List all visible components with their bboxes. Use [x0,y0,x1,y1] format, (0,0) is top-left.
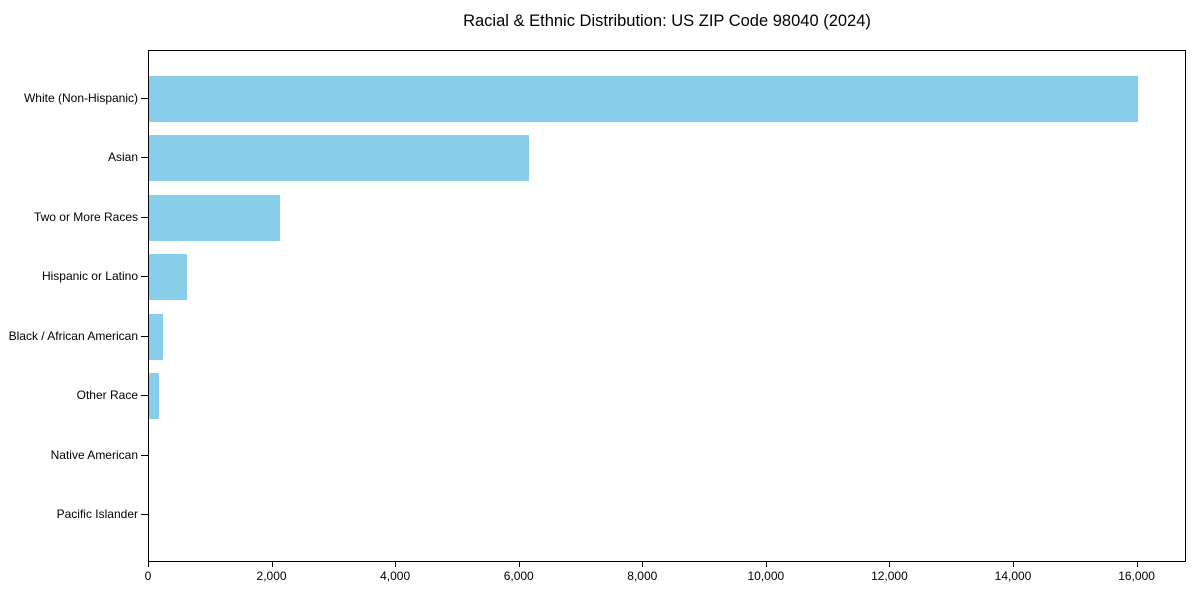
x-axis-tick-label: 0 [144,569,152,583]
y-axis-tick [141,336,148,337]
y-axis-tick [141,157,148,158]
bar-black-african-american [149,313,163,360]
bar-white-non-hispanic [149,75,1138,122]
y-axis-label-pacific-islander: Pacific Islander [56,507,138,522]
x-axis-tick [1137,562,1138,567]
y-axis-label-other-race: Other Race [76,388,138,403]
chart-title: Racial & Ethnic Distribution: US ZIP Cod… [463,12,871,30]
x-axis-tick [519,562,520,567]
x-axis-tick-label: 16,000 [1118,569,1155,583]
y-axis-tick [141,395,148,396]
x-axis-tick-label: 14,000 [994,569,1032,583]
y-axis-tick [141,276,148,277]
x-axis-tick-label: 12,000 [871,569,908,583]
y-axis-tick [141,217,148,218]
x-axis-tick [1013,562,1014,567]
x-axis-tick-label: 4,000 [380,569,411,583]
x-axis-tick [148,562,149,567]
x-axis-tick-label: 10,000 [747,569,785,583]
y-axis-label-two-or-more-races: Two or More Races [33,209,138,224]
y-axis-label-native-american: Native American [50,447,138,462]
y-axis-label-asian: Asian [107,150,138,165]
bar-hispanic-or-latino [149,254,188,301]
x-axis-tick [272,562,273,567]
y-axis-tick [141,514,148,515]
y-axis-label-white-non-hispanic: White (Non-Hispanic) [23,90,138,105]
x-axis-tick-label: 2,000 [256,569,287,583]
x-axis-tick-label: 6,000 [503,569,534,583]
x-axis-tick-label: 8,000 [627,569,658,583]
x-axis-tick [766,562,767,567]
y-axis-tick [141,98,148,99]
bar-other-race [149,373,159,420]
x-axis-tick [642,562,643,567]
x-axis-tick [889,562,890,567]
bar-two-or-more-races [149,194,280,241]
y-axis-tick [141,455,148,456]
plot-area [148,50,1186,562]
x-axis-tick [395,562,396,567]
y-axis-label-black-african-american: Black / African American [8,328,138,343]
bar-asian [149,135,529,182]
y-axis-label-hispanic-or-latino: Hispanic or Latino [41,269,138,284]
